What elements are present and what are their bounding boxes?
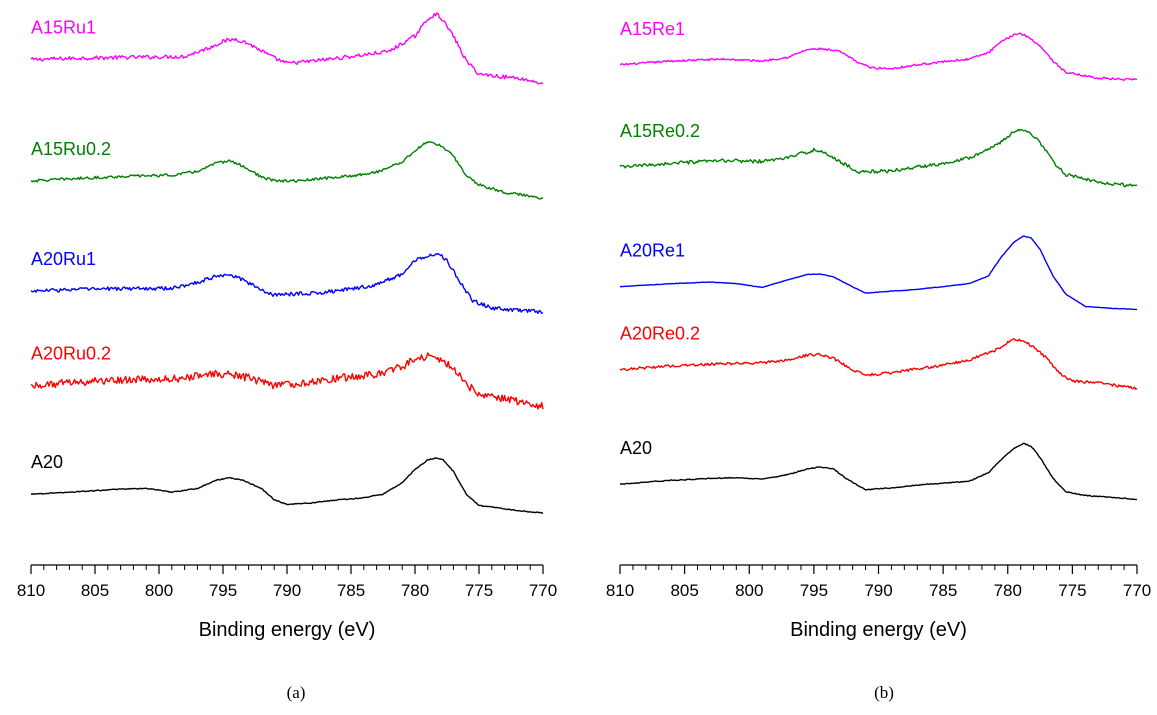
x-tick-label: 790 (273, 581, 301, 600)
series-label: A20Re0.2 (620, 324, 700, 344)
x-tick-label: 795 (800, 581, 828, 600)
series-label: A15Ru1 (31, 18, 96, 38)
series-line-a20 (30, 457, 544, 515)
series-label: A20Re1 (620, 241, 685, 261)
series-line-a20ru1 (30, 252, 544, 314)
series-label: A15Re0.2 (620, 121, 700, 141)
x-tick-label: 780 (994, 581, 1022, 600)
x-tick-label: 805 (81, 581, 109, 600)
x-tick-label: 790 (864, 581, 892, 600)
panel-caption: (a) (287, 683, 306, 702)
series-label: A15Ru0.2 (31, 139, 111, 159)
x-tick-label: 795 (209, 581, 237, 600)
panel-caption: (b) (874, 683, 894, 702)
x-axis-title: Binding energy (eV) (199, 619, 376, 641)
x-tick-label: 800 (145, 581, 173, 600)
x-tick-label: 800 (735, 581, 763, 600)
series-line-a15ru1 (30, 12, 544, 85)
x-tick-label: 770 (529, 581, 557, 600)
x-tick-label: 775 (1058, 581, 1086, 600)
panel-a: 810 805 800 795 790 785 780 775 770 Binding energ… (17, 12, 557, 702)
x-tick-label: 805 (670, 581, 698, 600)
series-line-a20re0-2 (619, 338, 1138, 390)
series-label: A15Re1 (620, 19, 685, 39)
x-tick-label: 780 (401, 581, 429, 600)
x-tick-label: 770 (1123, 581, 1151, 600)
series-line-a15ru0-2 (30, 140, 544, 200)
panel-b: 810 805 800 795 790 785 780 775 770 Binding energ… (606, 19, 1151, 702)
x-tick-label: 775 (465, 581, 493, 600)
series-label: A20Ru0.2 (31, 344, 111, 364)
series-line-a20 (619, 442, 1138, 501)
series-label: A20 (31, 452, 63, 472)
x-axis-title: Binding energy (eV) (790, 619, 967, 641)
x-tick-label: 810 (606, 581, 634, 600)
x-tick-label: 785 (929, 581, 957, 600)
series-label: A20 (620, 438, 652, 458)
x-tick-label: 810 (17, 581, 45, 600)
series-line-a15re0-2 (619, 128, 1138, 188)
series-line-a15re1 (619, 32, 1138, 81)
x-tick-label: 785 (337, 581, 365, 600)
series-line-a20ru0-2 (30, 352, 544, 410)
series-line-a20re1 (619, 235, 1137, 311)
series-label: A20Ru1 (31, 249, 96, 269)
